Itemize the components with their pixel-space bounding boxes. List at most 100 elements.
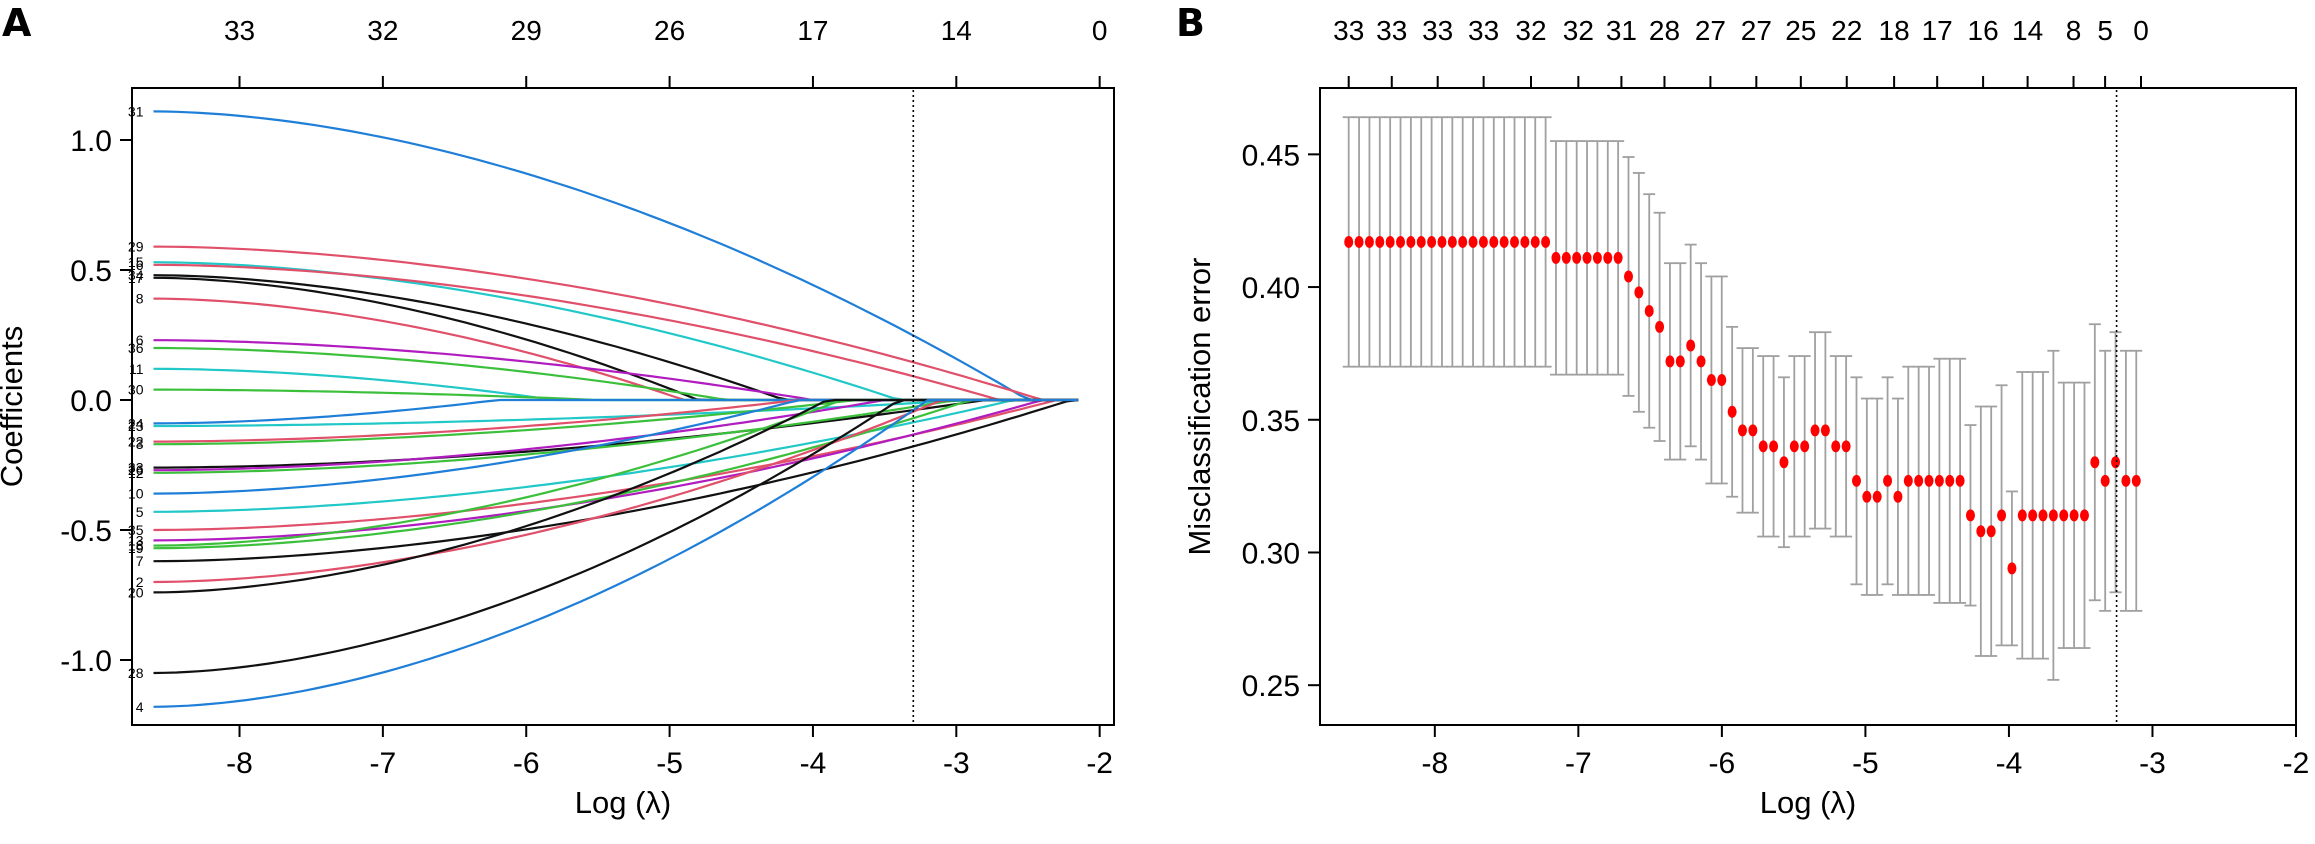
path-label: 5 — [136, 504, 144, 520]
cv-error-point — [1427, 235, 1437, 248]
cv-error-point — [1592, 251, 1602, 264]
b-x-tick-label: -7 — [1565, 747, 1592, 780]
path-label: 29 — [128, 239, 144, 255]
cv-error-point — [1800, 440, 1810, 453]
a-top-tick-label: 32 — [367, 15, 398, 46]
cv-error-point — [1903, 474, 1913, 487]
a-top-tick-label: 0 — [1092, 15, 1108, 46]
coefficient-path — [153, 398, 1079, 474]
cv-error-point — [1354, 235, 1364, 248]
a-top-tick-label: 17 — [797, 15, 828, 46]
coefficient-path — [153, 398, 1079, 563]
cv-error-point — [1820, 424, 1830, 437]
b-x-tick-label: -5 — [1852, 747, 1879, 780]
cv-error-point — [1613, 251, 1623, 264]
path-label: 13 — [128, 532, 144, 548]
path-label: 35 — [128, 522, 144, 538]
cv-error-point — [1748, 424, 1758, 437]
cv-error-point — [1965, 509, 1975, 522]
b-top-tick-label: 33 — [1422, 15, 1453, 46]
cv-error-point — [1530, 235, 1540, 248]
cv-error-point — [1603, 251, 1613, 264]
a-y-tick-label: -0.5 — [60, 515, 112, 548]
cv-error-point — [1655, 320, 1665, 333]
cv-error-point — [2111, 456, 2121, 469]
b-top-tick-label: 31 — [1606, 15, 1637, 46]
cv-error-point — [1447, 235, 1457, 248]
b-top-tick-label: 27 — [1741, 15, 1772, 46]
path-label: 7 — [136, 553, 144, 569]
cv-error-point — [1914, 474, 1924, 487]
cv-error-point — [1727, 405, 1737, 418]
cv-error-point — [2038, 509, 2048, 522]
cv-error-point — [1437, 235, 1447, 248]
a-y-tick-label: 1.0 — [70, 125, 112, 158]
cv-error-point — [1499, 235, 1509, 248]
cv-error-point — [1831, 440, 1841, 453]
b-top-tick-label: 28 — [1649, 15, 1680, 46]
b-top-tick-label: 17 — [1922, 15, 1953, 46]
coefficient-path — [153, 398, 1079, 542]
b-top-tick-label: 18 — [1879, 15, 1910, 46]
cv-error-point — [1686, 339, 1696, 352]
b-top-tick-label: 22 — [1831, 15, 1862, 46]
cv-error-point — [1406, 235, 1416, 248]
cv-error-point — [1572, 251, 1582, 264]
cv-error-point — [1551, 251, 1561, 264]
cv-error-point — [2100, 474, 2110, 487]
coefficient-path — [153, 398, 1079, 675]
path-label: 4 — [136, 699, 144, 715]
b-x-tick-label: -3 — [2139, 747, 2166, 780]
cv-error-point — [1706, 373, 1716, 386]
cv-error-point — [1364, 235, 1374, 248]
path-label: 18 — [128, 538, 144, 554]
cv-error-point — [1644, 304, 1654, 317]
b-x-tick-label: -2 — [2283, 747, 2310, 780]
coefficient-path — [153, 398, 1079, 547]
a-y-tick-label: 0.5 — [70, 255, 112, 288]
path-label: 23 — [128, 418, 144, 434]
path-label: 30 — [128, 382, 144, 398]
a-x-tick-label: -6 — [513, 747, 540, 780]
cv-error-point — [1862, 490, 1872, 503]
cv-error-point — [1458, 235, 1468, 248]
b-y-tick-label: 0.25 — [1242, 670, 1300, 703]
b-top-tick-label: 8 — [2066, 15, 2082, 46]
coefficient-path — [153, 398, 1079, 708]
panel-letter-b: B — [1176, 1, 1205, 45]
path-label: 8 — [136, 291, 144, 307]
path-label: 3 — [136, 436, 144, 452]
path-label: 34 — [128, 267, 144, 283]
cv-error-point — [1468, 235, 1478, 248]
path-label: 11 — [129, 361, 144, 377]
coefficient-path — [153, 388, 1079, 402]
b-x-tick-label: -6 — [1709, 747, 1736, 780]
cv-error-point — [1478, 235, 1488, 248]
coefficient-path — [153, 263, 1079, 402]
path-label: 10 — [128, 486, 144, 502]
cv-error-point — [1945, 474, 1955, 487]
cv-error-point — [1872, 490, 1882, 503]
path-label: 2 — [136, 574, 144, 590]
a-x-axis-title: Log (λ) — [575, 785, 671, 820]
cv-error-point — [2069, 509, 2079, 522]
a-x-tick-label: -8 — [226, 747, 253, 780]
path-label: 22 — [128, 434, 144, 450]
cv-error-point — [1489, 235, 1499, 248]
b-top-tick-label: 5 — [2097, 15, 2113, 46]
b-top-tick-label: 27 — [1695, 15, 1726, 46]
panel-letter-a: A — [2, 1, 32, 45]
cv-error-point — [1634, 286, 1644, 299]
b-y-tick-label: 0.30 — [1242, 537, 1300, 570]
coefficient-path-chart: -8 -7 -6 -5 -4 -3 -2-1.0-0.50.00.51.033 32 29 26 1… — [0, 15, 1115, 820]
path-label: 19 — [128, 540, 144, 556]
coefficient-path — [153, 398, 1079, 469]
cv-error-point — [1375, 235, 1385, 248]
cv-error-point — [1510, 235, 1520, 248]
cv-error-point — [1675, 355, 1685, 368]
a-top-tick-label: 33 — [224, 15, 255, 46]
a-y-tick-label: 0.0 — [70, 385, 112, 418]
cv-error-point — [1955, 474, 1965, 487]
